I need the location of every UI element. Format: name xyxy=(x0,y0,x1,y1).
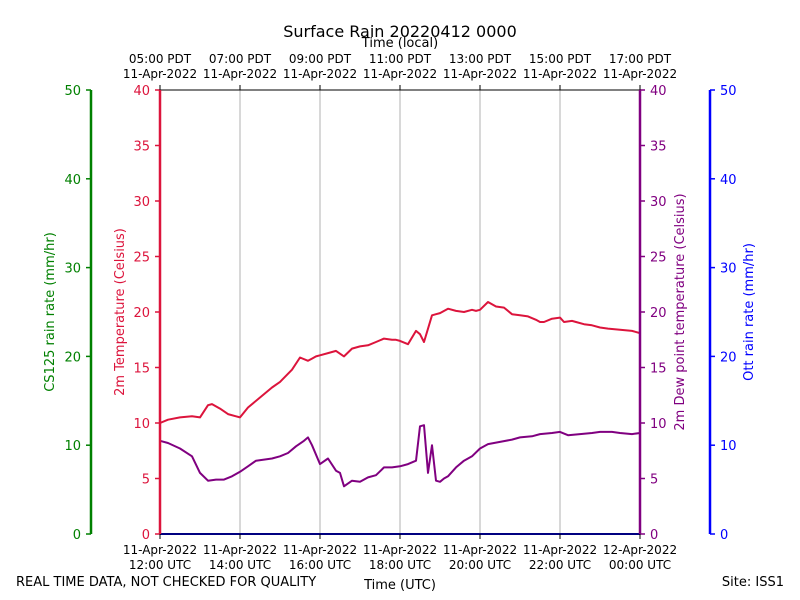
top-tick-date-0: 11-Apr-2022 xyxy=(123,67,197,81)
top-tick-time-5: 15:00 PDT xyxy=(529,52,592,66)
ott-tick-label-5: 50 xyxy=(720,84,737,99)
temp-tick-label-0: 0 xyxy=(142,528,150,543)
ott-tick-label-1: 10 xyxy=(720,439,737,454)
cs125-tick-label-1: 10 xyxy=(64,439,81,454)
top-tick-time-2: 09:00 PDT xyxy=(289,52,352,66)
top-tick-time-1: 07:00 PDT xyxy=(209,52,272,66)
dew-tick-label-5: 25 xyxy=(650,251,667,266)
x-axis-label: Time (UTC) xyxy=(363,578,436,593)
cs125-axis-label: CS125 rain rate (mm/hr) xyxy=(43,232,58,392)
quality-note: REAL TIME DATA, NOT CHECKED FOR QUALITY xyxy=(16,575,317,590)
temp-tick-label-3: 15 xyxy=(133,362,150,377)
dew-tick-label-0: 0 xyxy=(650,528,658,543)
top-tick-date-1: 11-Apr-2022 xyxy=(203,67,277,81)
bottom-tick-date-4: 11-Apr-2022 xyxy=(443,543,517,557)
bottom-tick-date-0: 11-Apr-2022 xyxy=(123,543,197,557)
bottom-tick-time-2: 16:00 UTC xyxy=(289,558,351,572)
dew-axis-label: 2m Dew point temperature (Celsius) xyxy=(673,193,688,430)
cs125-tick-label-4: 40 xyxy=(64,173,81,188)
bottom-tick-date-6: 12-Apr-2022 xyxy=(603,543,677,557)
ott-tick-label-2: 20 xyxy=(720,350,737,365)
dew-tick-label-2: 10 xyxy=(650,417,667,432)
dew-tick-label-7: 35 xyxy=(650,140,667,155)
bottom-tick-time-3: 18:00 UTC xyxy=(369,558,431,572)
tick-layer: 0 10 20 30 40 50 0 5 10 15 20 25 30 35 40 0 5 10 15 20 25 30 3… xyxy=(64,52,736,572)
bottom-tick-date-1: 11-Apr-2022 xyxy=(203,543,277,557)
ott-tick-label-3: 30 xyxy=(720,262,737,277)
gridlines xyxy=(239,90,561,534)
ott-tick-label-4: 40 xyxy=(720,173,737,188)
bottom-tick-time-6: 00:00 UTC xyxy=(609,558,671,572)
bottom-tick-time-1: 14:00 UTC xyxy=(209,558,271,572)
bottom-tick-date-5: 11-Apr-2022 xyxy=(523,543,597,557)
top-tick-time-0: 05:00 PDT xyxy=(129,52,192,66)
bottom-tick-date-3: 11-Apr-2022 xyxy=(363,543,437,557)
top-tick-time-3: 11:00 PDT xyxy=(369,52,432,66)
dew-tick-label-1: 5 xyxy=(650,473,658,488)
top-tick-date-3: 11-Apr-2022 xyxy=(363,67,437,81)
cs125-tick-label-3: 30 xyxy=(64,262,81,277)
temp-tick-label-4: 20 xyxy=(133,306,150,321)
cs125-tick-label-5: 50 xyxy=(64,84,81,99)
cs125-tick-label-2: 20 xyxy=(64,350,81,365)
dew-tick-label-6: 30 xyxy=(650,195,667,210)
ott-axis-label: Ott rain rate (mm/hr) xyxy=(742,243,757,381)
cs125-tick-label-0: 0 xyxy=(73,528,81,543)
series-line-temp xyxy=(159,301,641,424)
temp-tick-label-1: 5 xyxy=(142,473,150,488)
chart-title: Surface Rain 20220412 0000 xyxy=(283,22,517,41)
bottom-tick-time-4: 20:00 UTC xyxy=(449,558,511,572)
top-tick-date-2: 11-Apr-2022 xyxy=(283,67,357,81)
temp-tick-label-6: 30 xyxy=(133,195,150,210)
temp-axis-label: 2m Temperature (Celsius) xyxy=(113,228,128,396)
top-tick-date-6: 11-Apr-2022 xyxy=(603,67,677,81)
ott-tick-label-0: 0 xyxy=(720,528,728,543)
dew-tick-label-8: 40 xyxy=(650,84,667,99)
bottom-tick-time-0: 12:00 UTC xyxy=(129,558,191,572)
temp-tick-label-5: 25 xyxy=(133,251,150,266)
temp-tick-label-7: 35 xyxy=(133,140,150,155)
bottom-tick-time-5: 22:00 UTC xyxy=(529,558,591,572)
top-tick-date-5: 11-Apr-2022 xyxy=(523,67,597,81)
dew-tick-label-4: 20 xyxy=(650,306,667,321)
top-axis-label: Time (local) xyxy=(361,36,438,51)
bottom-tick-date-2: 11-Apr-2022 xyxy=(283,543,357,557)
temp-tick-label-2: 10 xyxy=(133,417,150,432)
top-tick-time-4: 13:00 PDT xyxy=(449,52,512,66)
dew-tick-label-3: 15 xyxy=(650,362,667,377)
top-tick-date-4: 11-Apr-2022 xyxy=(443,67,517,81)
site-label: Site: ISS1 xyxy=(721,575,784,590)
series-line-dew xyxy=(159,424,641,488)
temp-tick-label-8: 40 xyxy=(133,84,150,99)
top-tick-time-6: 17:00 PDT xyxy=(609,52,672,66)
